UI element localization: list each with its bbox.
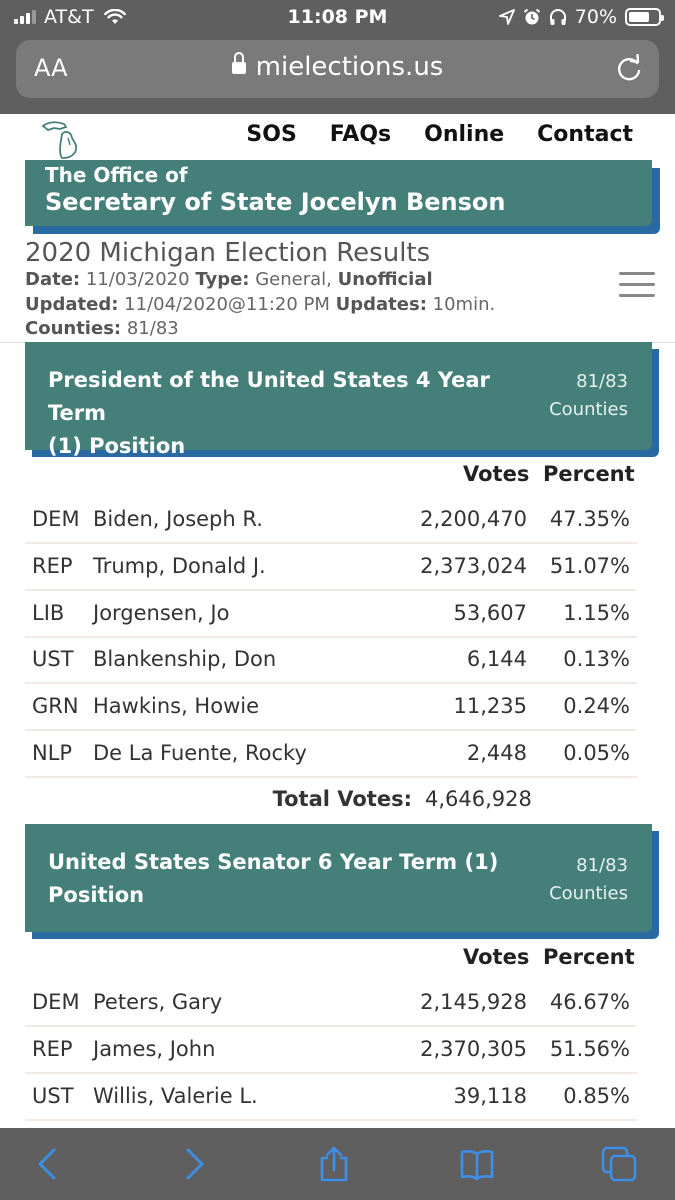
votes-column-header: Votes (463, 945, 530, 969)
candidate-name: Willis, Valerie L. (93, 1084, 258, 1108)
results-date-type: Date: 11/03/2020 Type: General, Unoffici… (25, 269, 433, 290)
browser-toolbar (0, 1128, 675, 1200)
party-cell: REP (32, 554, 73, 578)
candidate-name: Biden, Joseph R. (93, 507, 263, 531)
table-row: REP James, John 2,370,305 51.56% (25, 1028, 637, 1074)
office-banner: The Office of Secretary of State Jocelyn… (25, 160, 652, 226)
nav-sos[interactable]: SOS (246, 122, 297, 147)
table-row: DEM Peters, Gary 2,145,928 46.67% (25, 981, 637, 1027)
votes-cell: 6,144 (466, 647, 527, 671)
race-title: President of the United States 4 Year Te… (48, 368, 490, 458)
menu-icon[interactable] (619, 272, 655, 298)
percent-cell: 0.85% (563, 1084, 630, 1108)
votes-cell: 2,200,470 (420, 507, 527, 531)
party-cell: NLP (32, 741, 73, 765)
text-size-button[interactable]: AA (34, 54, 68, 82)
wifi-icon (103, 9, 126, 25)
candidate-name: Trump, Donald J. (93, 554, 266, 578)
candidate-name: Blankenship, Don (93, 647, 277, 671)
party-cell: UST (32, 1084, 74, 1108)
url-text[interactable]: mielections.us (255, 52, 444, 82)
votes-cell: 53,607 (453, 601, 527, 625)
address-bar[interactable]: AA mielections.us (16, 40, 659, 98)
results-counties: Counties: 81/83 (25, 318, 179, 339)
results-updated: Updated: 11/04/2020@11:20 PM Updates: 10… (25, 294, 496, 315)
cellular-signal-icon (14, 10, 38, 24)
carrier-label: AT&T (44, 6, 94, 28)
percent-cell: 1.15% (563, 601, 630, 625)
race-counties: 81/83 Counties (549, 855, 628, 904)
votes-cell: 2,145,928 (420, 990, 527, 1014)
race-header-president: President of the United States 4 Year Te… (25, 342, 652, 458)
percent-column-header: Percent (543, 462, 635, 486)
lock-icon (231, 52, 246, 77)
browser-chrome-top: AT&T 11:08 PM 70% AA mielections.us (0, 0, 675, 114)
nav-contact[interactable]: Contact (537, 122, 633, 147)
back-icon[interactable] (30, 1146, 66, 1182)
candidate-name: Jorgensen, Jo (93, 601, 230, 625)
votes-cell: 39,118 (453, 1084, 527, 1108)
party-cell: REP (32, 1037, 73, 1061)
table-row: NLP De La Fuente, Rocky 2,448 0.05% (25, 732, 637, 778)
battery-icon (625, 8, 664, 26)
nav-online[interactable]: Online (424, 122, 505, 147)
candidate-name: Peters, Gary (93, 990, 223, 1014)
percent-cell: 0.13% (563, 647, 630, 671)
percent-cell: 0.05% (563, 741, 630, 765)
party-cell: DEM (32, 507, 80, 531)
table-row: REP Trump, Donald J. 2,373,024 51.07% (25, 545, 637, 591)
party-cell: GRN (32, 694, 79, 718)
total-votes-label: Total Votes: (272, 787, 412, 811)
office-line-1: The Office of (45, 163, 188, 187)
race-counties: 81/83 Counties (549, 371, 628, 420)
total-votes-value: 4,646,928 (425, 787, 532, 811)
percent-cell: 51.07% (549, 554, 630, 578)
status-bar: AT&T 11:08 PM 70% (0, 0, 675, 36)
alarm-icon (523, 8, 540, 25)
votes-cell: 11,235 (453, 694, 527, 718)
votes-cell: 2,370,305 (420, 1037, 527, 1061)
race-title: United States Senator 6 Year Term (1) Po… (48, 850, 499, 907)
party-cell: UST (32, 647, 74, 671)
percent-column-header: Percent (543, 945, 635, 969)
votes-column-header: Votes (463, 462, 530, 486)
michigan-logo-icon[interactable] (40, 118, 84, 162)
location-arrow-icon (498, 9, 515, 25)
status-time: 11:08 PM (287, 6, 388, 28)
table-row: UST Blankenship, Don 6,144 0.13% (25, 638, 637, 684)
percent-cell: 51.56% (549, 1037, 630, 1061)
candidate-name: Hawkins, Howie (93, 694, 260, 718)
nav-faqs[interactable]: FAQs (329, 122, 392, 147)
table-row: LIB Jorgensen, Jo 53,607 1.15% (25, 592, 637, 638)
reload-icon[interactable] (615, 54, 643, 84)
percent-cell: 46.67% (549, 990, 630, 1014)
bookmarks-icon[interactable] (459, 1146, 495, 1182)
votes-cell: 2,448 (466, 741, 527, 765)
table-row: DEM Biden, Joseph R. 2,200,470 47.35% (25, 498, 637, 544)
party-cell: LIB (32, 601, 65, 625)
race-header-senator: United States Senator 6 Year Term (1) Po… (25, 824, 652, 932)
table-row: UST Willis, Valerie L. 39,118 0.85% (25, 1075, 637, 1121)
battery-percent: 70% (574, 6, 617, 28)
percent-cell: 0.24% (563, 694, 630, 718)
votes-cell: 2,373,024 (420, 554, 527, 578)
table-row: GRN Hawkins, Howie 11,235 0.24% (25, 685, 637, 731)
percent-cell: 47.35% (549, 507, 630, 531)
party-cell: DEM (32, 990, 80, 1014)
candidate-name: De La Fuente, Rocky (93, 741, 307, 765)
tabs-icon[interactable] (601, 1146, 637, 1182)
page-title: 2020 Michigan Election Results (25, 238, 431, 268)
share-icon[interactable] (316, 1146, 352, 1182)
office-line-2: Secretary of State Jocelyn Benson (45, 188, 506, 216)
forward-icon[interactable] (176, 1146, 212, 1182)
candidate-name: James, John (93, 1037, 216, 1061)
headphones-icon (549, 9, 566, 25)
site-nav: SOS FAQs Online Contact (0, 114, 675, 160)
